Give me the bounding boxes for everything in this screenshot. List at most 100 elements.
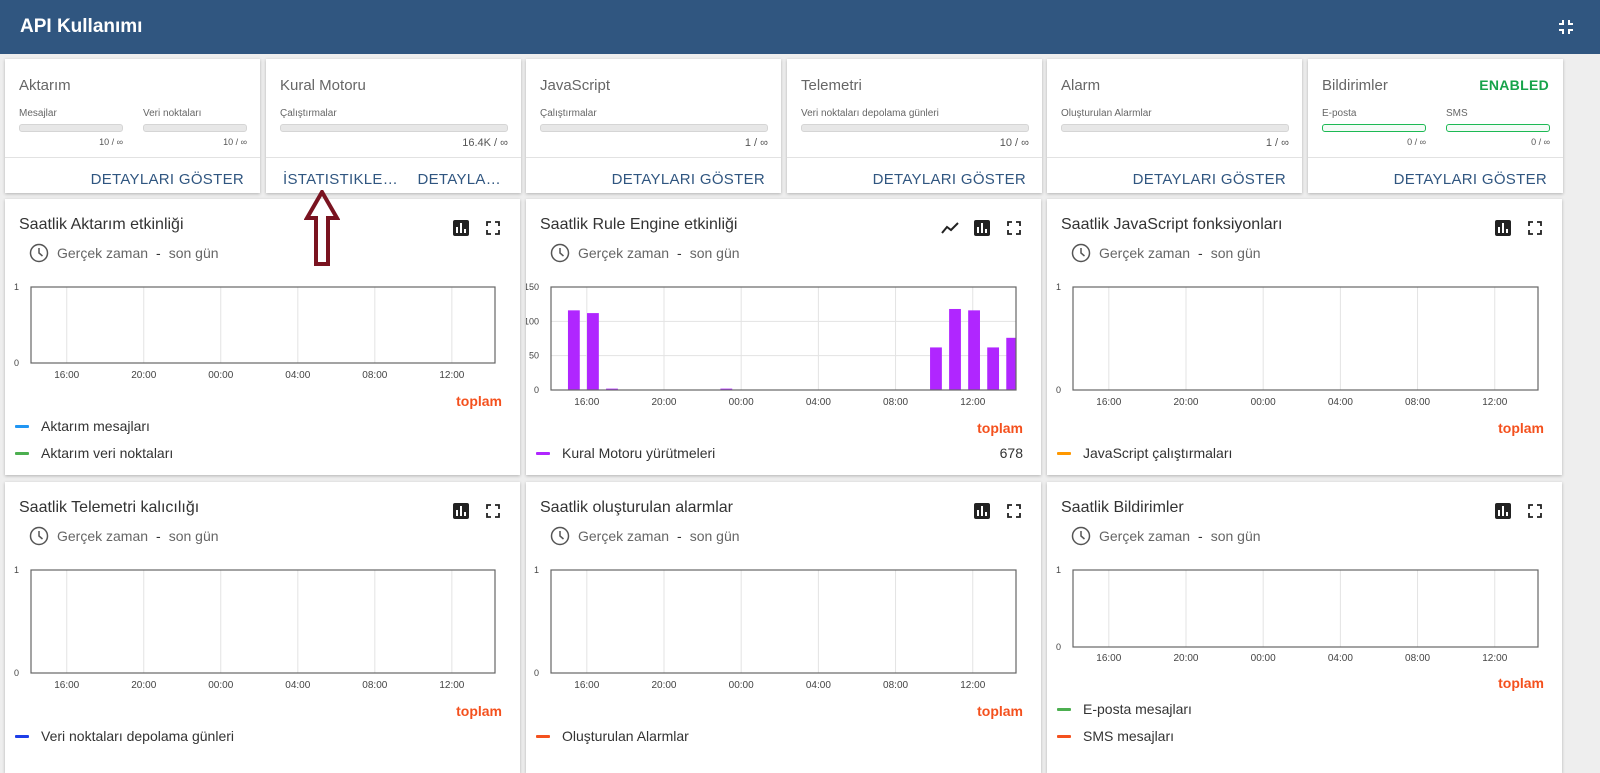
timewindow-realtime: Gerçek zaman	[578, 528, 670, 544]
chart-plot: 0 1 16:00 20:00 00:00 04:00 08:00 12:00	[1056, 282, 1539, 408]
show-details-button[interactable]: DETAYLA…	[417, 171, 501, 188]
y-tick-label: 150	[526, 282, 539, 292]
x-tick-label: 08:00	[883, 680, 908, 691]
timewindow-separator: -	[1198, 528, 1203, 544]
y-tick-label: 0	[14, 668, 19, 678]
timewindow-range: son gün	[168, 528, 219, 544]
bar[interactable]	[567, 310, 580, 390]
timewindow-selector[interactable]: Gerçek zaman - son gün	[1071, 526, 1261, 546]
kpi-title: Alarm	[1061, 77, 1101, 94]
fullscreen-icon[interactable]	[1005, 219, 1023, 237]
legend-item[interactable]: JavaScript çalıştırmaları	[1057, 445, 1544, 461]
bar[interactable]	[720, 388, 733, 390]
metric-mesajlar: Mesajlar 10 / ∞	[19, 108, 123, 147]
timewindow-separator: -	[1198, 245, 1203, 261]
chart-card-js: 0 1 16:00 20:00 00:00 04:00 08:00 12:00 Saatlik …	[1047, 199, 1562, 475]
bar-chart-icon[interactable]	[973, 219, 991, 237]
show-details-button[interactable]: DETAYLARI GÖSTER	[872, 171, 1026, 188]
y-tick-label: 0	[1056, 385, 1061, 395]
timewindow-realtime: Gerçek zaman	[1099, 245, 1191, 261]
show-details-button[interactable]: DETAYLARI GÖSTER	[1132, 171, 1286, 188]
legend-swatch	[15, 451, 29, 455]
metric-veri-noktalari: Veri noktaları 10 / ∞	[143, 108, 247, 147]
timewindow-range: son gün	[168, 245, 219, 261]
metric-value: 0 / ∞	[1531, 137, 1550, 147]
metric-value: 10 / ∞	[99, 137, 123, 147]
timewindow-selector[interactable]: Gerçek zaman - son gün	[29, 526, 219, 546]
total-label: toplam	[977, 420, 1023, 436]
metric-progress-bar	[19, 124, 123, 132]
timewindow-realtime: Gerçek zaman	[57, 528, 149, 544]
legend-item[interactable]: Aktarım mesajları	[15, 418, 502, 434]
x-tick-label: 08:00	[1405, 653, 1430, 664]
chart-title: Saatlik oluşturulan alarmlar	[540, 499, 733, 516]
fullscreen-exit-icon[interactable]	[1554, 15, 1578, 39]
legend-item[interactable]: Kural Motoru yürütmeleri 678	[536, 445, 1023, 461]
timewindow-selector[interactable]: Gerçek zaman - son gün	[550, 243, 740, 263]
x-tick-label: 20:00	[1173, 653, 1198, 664]
legend-swatch	[15, 424, 29, 428]
bar[interactable]	[949, 308, 961, 390]
show-details-button[interactable]: DETAYLARI GÖSTER	[1393, 171, 1547, 188]
y-tick-label: 0	[534, 668, 539, 678]
metric-value: 10 / ∞	[223, 137, 247, 147]
timewindow-range: son gün	[689, 528, 740, 544]
x-tick-label: 08:00	[1405, 397, 1430, 408]
fullscreen-icon[interactable]	[484, 502, 502, 520]
chart-toolbar	[452, 219, 502, 237]
bar[interactable]	[606, 388, 618, 390]
x-tick-label: 20:00	[651, 680, 676, 691]
legend-swatch	[1057, 734, 1071, 738]
plot-border	[30, 286, 496, 364]
timewindow-separator: -	[677, 528, 682, 544]
legend-item[interactable]: E-posta mesajları	[1057, 701, 1544, 717]
metric-calistirmalar: Çalıştırmalar 16.4K / ∞	[280, 108, 508, 149]
chart-plot: 0 1 16:00 20:00 00:00 04:00 08:00 12:00	[14, 282, 496, 381]
timewindow-selector[interactable]: Gerçek zaman - son gün	[1071, 243, 1261, 263]
clock-icon	[550, 526, 570, 546]
clock-icon	[1071, 526, 1091, 546]
bar[interactable]	[968, 310, 980, 390]
bar-chart-icon[interactable]	[452, 219, 470, 237]
fullscreen-icon[interactable]	[1005, 502, 1023, 520]
fullscreen-icon[interactable]	[1526, 502, 1544, 520]
x-tick-label: 16:00	[574, 680, 599, 691]
timewindow-selector[interactable]: Gerçek zaman - son gün	[550, 526, 740, 546]
bar-chart-icon[interactable]	[452, 502, 470, 520]
total-label: toplam	[1498, 675, 1544, 691]
kpi-card-bildirimler: Bildirimler ENABLED E-posta 0 / ∞ SMS 0 …	[1308, 59, 1563, 193]
metric-depolama-gunleri: Veri noktaları depolama günleri 10 / ∞	[801, 108, 1029, 149]
show-statistics-button[interactable]: İSTATISTIKLE…	[283, 171, 399, 188]
fullscreen-icon[interactable]	[484, 219, 502, 237]
timewindow-selector[interactable]: Gerçek zaman - son gün	[29, 243, 219, 263]
line-chart-icon[interactable]	[941, 219, 959, 237]
clock-icon	[29, 243, 49, 263]
timewindow-separator: -	[677, 245, 682, 261]
show-details-button[interactable]: DETAYLARI GÖSTER	[90, 171, 244, 188]
bar[interactable]	[930, 347, 942, 390]
metric-label: E-posta	[1322, 108, 1357, 119]
total-label: toplam	[456, 703, 502, 719]
bar-chart-icon[interactable]	[1494, 219, 1512, 237]
bar[interactable]	[987, 347, 1000, 390]
y-tick-label: 1	[14, 282, 19, 292]
bar[interactable]	[587, 313, 599, 390]
legend-item[interactable]: Veri noktaları depolama günleri	[15, 728, 502, 744]
kpi-card-kural-motoru: Kural Motoru Çalıştırmalar 16.4K / ∞ İST…	[266, 59, 521, 193]
legend-item[interactable]: Oluşturulan Alarmlar	[536, 728, 1023, 744]
chart-toolbar	[452, 502, 502, 520]
bar-chart-icon[interactable]	[1494, 502, 1512, 520]
legend-item[interactable]: Aktarım veri noktaları	[15, 445, 502, 461]
chart-title: Saatlik Rule Engine etkinliği	[540, 216, 738, 233]
legend-label: Veri noktaları depolama günleri	[41, 728, 235, 744]
chart-card-kural: 0 50 100 150 16:00 20:00 00:00 04:00 08:00 12:00 S…	[526, 199, 1041, 475]
bar-chart-icon[interactable]	[973, 502, 991, 520]
x-tick-label: 04:00	[1328, 653, 1353, 664]
legend-item[interactable]: SMS mesajları	[1057, 728, 1544, 744]
show-details-button[interactable]: DETAYLARI GÖSTER	[611, 171, 765, 188]
bar[interactable]	[1006, 337, 1016, 390]
fullscreen-icon[interactable]	[1526, 219, 1544, 237]
plot-border	[550, 569, 1017, 674]
y-tick-label: 1	[534, 565, 539, 575]
legend-total: 678	[999, 445, 1023, 461]
